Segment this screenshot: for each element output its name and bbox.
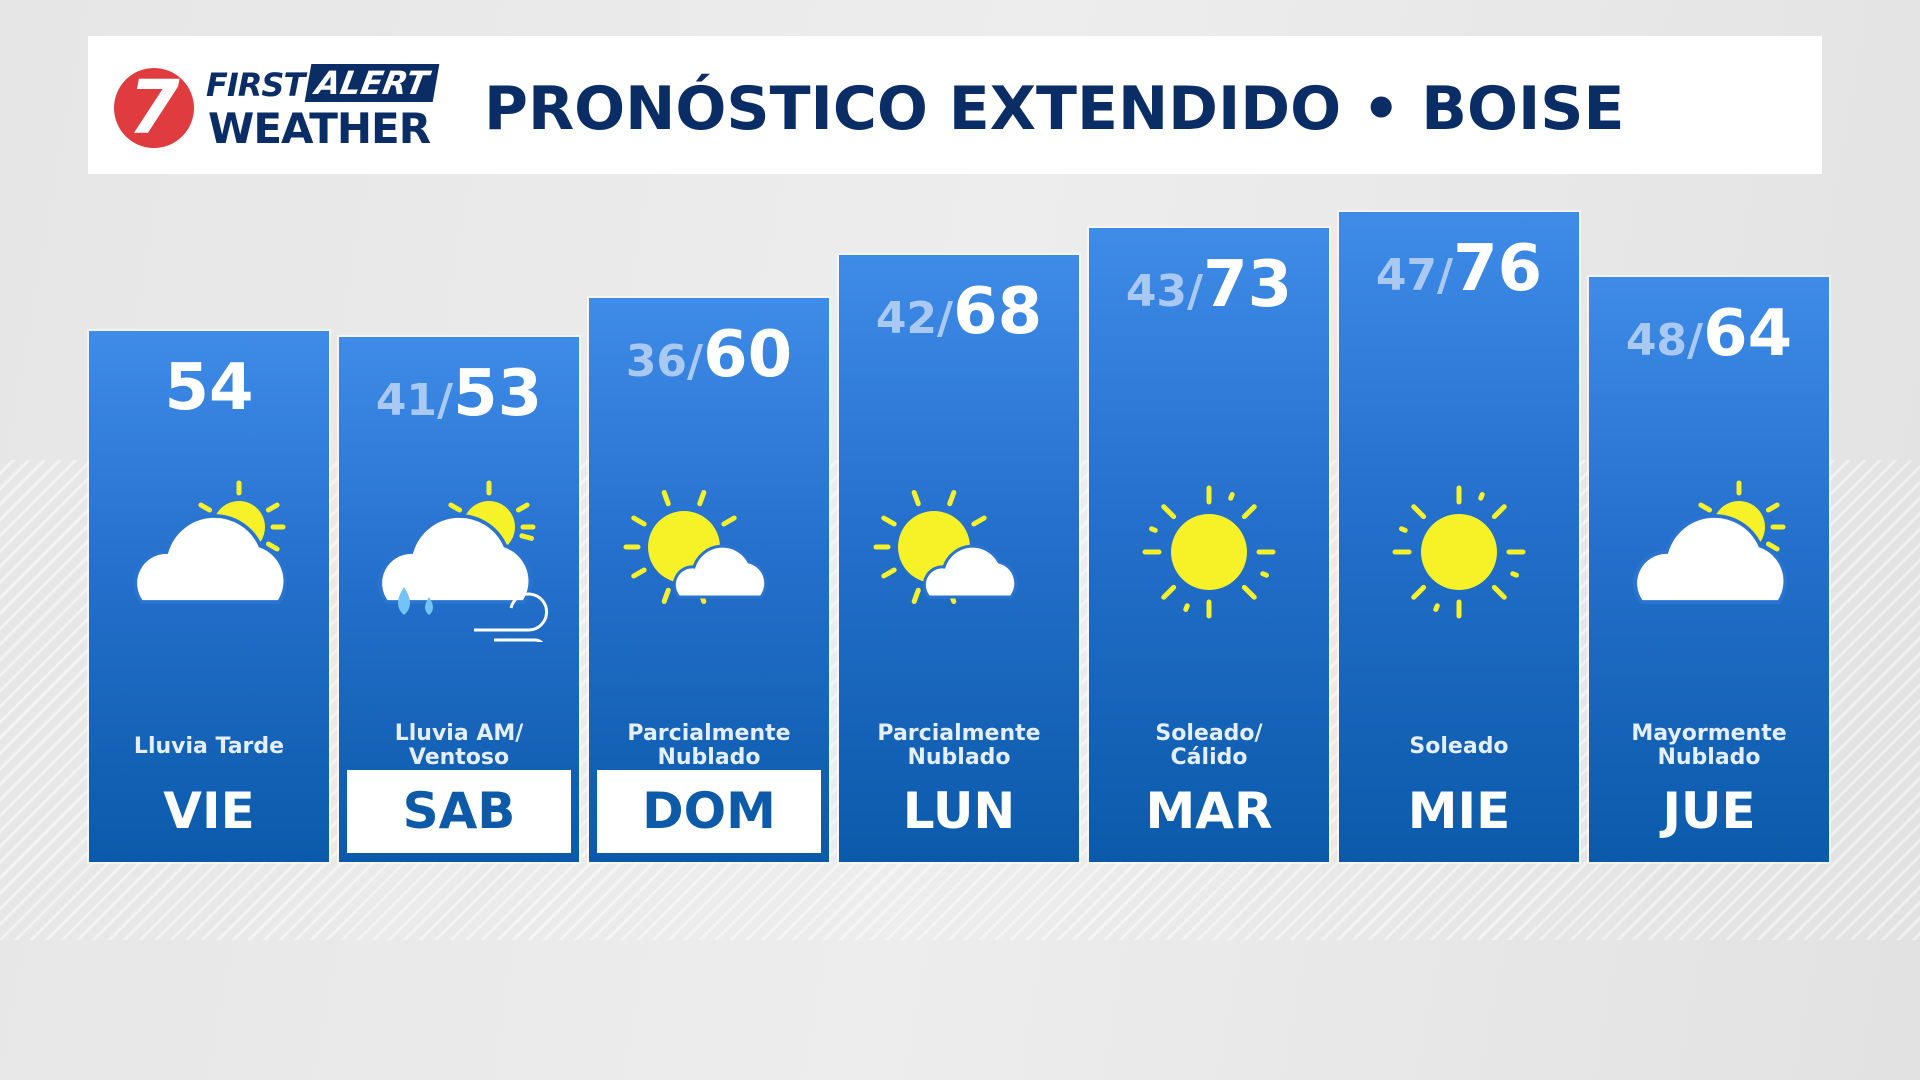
high-temp: 64 (1703, 297, 1793, 371)
low-temp: 47/ (1375, 250, 1454, 301)
condition-line-1: Parcialmente (627, 721, 791, 746)
forecast-day-dom: 36/60 Parcialmente Nublado DOM (589, 298, 829, 862)
day-label: MIE (1407, 782, 1511, 840)
temperature: 36/60 (589, 318, 829, 392)
low-temp: 41/ (375, 375, 454, 426)
day-label: JUE (1662, 782, 1756, 840)
day-label: SAB (347, 770, 571, 853)
high-temp: 60 (703, 318, 793, 392)
day-label: MAR (1145, 782, 1273, 840)
temperature: 43/73 (1089, 248, 1329, 322)
sun-cloud-icon (623, 489, 768, 605)
rain-wind-icon (378, 480, 549, 642)
header-bar: 7 FIRST ALERT WEATHER PRONÓSTICO EXTENDI… (88, 36, 1822, 174)
forecast-day-mie: 47/76 Soleado MIE (1339, 212, 1579, 862)
condition-line-1: Soleado (1409, 734, 1509, 759)
condition-text: Parcialmente Nublado (589, 722, 829, 770)
condition-line-2: Nublado (657, 745, 761, 770)
high-temp: 54 (164, 351, 254, 425)
sun-icon (1142, 485, 1276, 619)
condition-text: Soleado (1339, 735, 1579, 759)
forecast-day-vie: 54 Lluvia Tarde VIE (89, 331, 329, 862)
first-alert-weather-logo: 7 FIRST ALERT WEATHER (114, 62, 454, 154)
page-title: PRONÓSTICO EXTENDIDO • BOISE (484, 74, 1625, 144)
high-temp: 68 (953, 275, 1043, 349)
forecast-day-lun: 42/68 Parcialmente Nublado LUN (839, 255, 1079, 862)
temperature: 54 (89, 351, 329, 425)
temperature: 48/64 (1589, 297, 1829, 371)
condition-line-2: Nublado (907, 745, 1011, 770)
condition-line-1: Lluvia AM/ (394, 721, 524, 746)
forecast-day-sab: 41/53 Lluvia AM/Ventoso SAB (339, 337, 579, 862)
temperature: 42/68 (839, 275, 1079, 349)
sun-cloud-icon (873, 489, 1018, 605)
day-label: DOM (597, 770, 821, 853)
logo-weather: WEATHER (208, 104, 431, 153)
high-temp: 53 (453, 357, 543, 431)
day-label: VIE (163, 782, 255, 840)
low-temp: 43/ (1125, 266, 1204, 317)
condition-text: Parcialmente Nublado (839, 722, 1079, 770)
forecast-day-mar: 43/73 Soleado/Cálido MAR (1089, 228, 1329, 862)
condition-text: Soleado/Cálido (1089, 722, 1329, 770)
forecast-day-jue: 48/64 Mayormente Nublado JUE (1589, 277, 1829, 862)
condition-text: Lluvia Tarde (89, 735, 329, 759)
condition-line-1: Mayormente (1631, 721, 1787, 746)
low-temp: 48/ (1625, 315, 1704, 366)
temperature: 47/76 (1339, 232, 1579, 306)
high-temp: 76 (1453, 232, 1543, 306)
condition-line-1: Lluvia Tarde (133, 734, 285, 759)
condition-line-2: Ventoso (408, 745, 510, 770)
low-temp: 36/ (625, 336, 704, 387)
condition-text: Mayormente Nublado (1589, 722, 1829, 770)
condition-line-2: Cálido (1170, 745, 1248, 770)
condition-line-1: Parcialmente (877, 721, 1041, 746)
cloud-sun-icon (1633, 480, 1788, 604)
day-label: LUN (902, 782, 1016, 840)
logo-first: FIRST (206, 66, 305, 104)
logo-seven: 7 (114, 68, 194, 148)
high-temp: 73 (1203, 248, 1293, 322)
temperature: 41/53 (339, 357, 579, 431)
low-temp: 42/ (875, 293, 954, 344)
condition-line-1: Soleado/ (1155, 721, 1263, 746)
logo-alert: ALERT (304, 64, 440, 102)
condition-line-2: Nublado (1657, 745, 1761, 770)
sun-icon (1392, 485, 1526, 619)
condition-text: Lluvia AM/Ventoso (339, 722, 579, 770)
cloud-sun-icon (133, 480, 288, 604)
